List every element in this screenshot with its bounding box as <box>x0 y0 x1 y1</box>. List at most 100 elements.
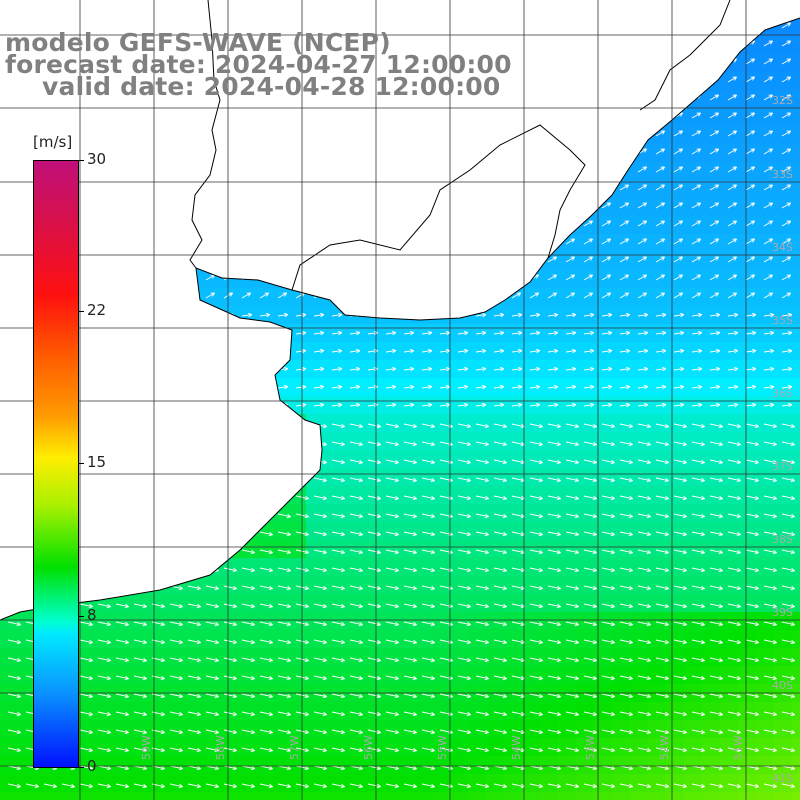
wind-arrow <box>223 675 237 681</box>
wind-arrow <box>529 675 543 681</box>
wind-arrow <box>745 112 756 119</box>
wind-speed-cell <box>360 342 379 361</box>
wind-arrow <box>709 256 720 263</box>
wind-speed-cell <box>612 648 631 667</box>
wind-arrow <box>97 603 111 609</box>
wind-speed-cell <box>234 756 253 775</box>
wind-speed-cell <box>144 774 163 793</box>
wind-speed-cell <box>666 630 685 649</box>
wind-arrow <box>331 384 343 390</box>
wind-speed-cell <box>792 54 800 73</box>
wind-speed-cell <box>648 540 667 559</box>
wind-arrow <box>601 477 615 483</box>
wind-speed-cell <box>756 558 775 577</box>
wind-arrow <box>349 423 363 429</box>
wind-arrow <box>727 711 741 717</box>
wind-arrow <box>691 312 703 318</box>
wind-arrow <box>277 747 291 753</box>
grid-labels: 32S33S34S35S36S37S38S39S40S41S60W59W58W5… <box>66 94 793 785</box>
wind-speed-cell <box>396 756 415 775</box>
wind-arrow <box>745 711 759 717</box>
wind-speed-cell <box>702 414 721 433</box>
wind-arrow <box>349 783 363 789</box>
wind-arrow <box>547 621 561 627</box>
wind-arrow <box>637 531 651 537</box>
wind-arrow <box>529 657 543 663</box>
wind-arrow <box>277 513 291 519</box>
wind-speed-cell <box>702 702 721 721</box>
wind-arrow <box>691 693 705 699</box>
wind-arrow <box>583 274 594 281</box>
wind-arrow <box>673 765 687 771</box>
wind-arrow <box>331 657 345 663</box>
wind-arrow <box>79 603 93 609</box>
wind-arrow <box>493 639 507 645</box>
wind-speed-cell <box>468 594 487 613</box>
wind-speed-cell <box>792 288 800 307</box>
wind-speed-cell <box>450 522 469 541</box>
wind-speed-cell <box>594 414 613 433</box>
wind-arrow <box>709 330 721 336</box>
wind-speed-cell <box>324 432 343 451</box>
wind-speed-cell <box>720 666 739 685</box>
wind-arrow <box>241 729 255 735</box>
wind-arrow <box>601 256 612 263</box>
wind-arrow <box>709 148 720 155</box>
wind-arrow <box>7 783 21 789</box>
wind-speed-cell <box>522 774 541 793</box>
wind-speed-cell <box>234 630 253 649</box>
wind-arrow <box>457 675 471 681</box>
wind-speed-cell <box>180 792 199 800</box>
wind-arrow <box>223 765 237 771</box>
wind-arrow <box>187 783 201 789</box>
wind-arrow <box>403 459 417 465</box>
wind-arrow <box>349 711 363 717</box>
wind-speed-cell <box>630 774 649 793</box>
wind-speed-cell <box>666 720 685 739</box>
wind-speed-cell <box>774 486 793 505</box>
wind-arrow <box>547 292 558 299</box>
wind-arrow <box>763 40 774 47</box>
wind-arrow <box>619 675 633 681</box>
wind-speed-cell <box>198 738 217 757</box>
wind-speed-cell <box>576 486 595 505</box>
wind-speed-cell <box>432 738 451 757</box>
wind-speed-cell <box>720 774 739 793</box>
wind-speed-cell <box>396 378 415 397</box>
wind-speed-cell <box>540 756 559 775</box>
wind-arrow <box>331 513 345 519</box>
wind-speed-cell <box>702 756 721 775</box>
wind-speed-cell <box>432 504 451 523</box>
wind-arrow <box>727 729 741 735</box>
wind-arrow <box>673 675 687 681</box>
wind-arrow <box>709 639 723 645</box>
wind-arrow <box>691 220 702 227</box>
forecast-date: forecast date: 2024-04-27 12:00:00 <box>5 50 512 79</box>
wind-arrow <box>133 657 147 663</box>
wind-speed-cell <box>270 666 289 685</box>
wind-arrow <box>637 711 651 717</box>
wind-arrow <box>529 477 543 483</box>
wind-arrow <box>601 783 615 789</box>
wind-speed-cell <box>576 450 595 469</box>
wind-arrow <box>691 441 705 447</box>
wind-speed-cell <box>18 774 37 793</box>
wind-arrow <box>781 585 795 591</box>
wind-speed-cell <box>378 504 397 523</box>
wind-arrow <box>259 693 273 699</box>
wind-arrow <box>637 348 649 354</box>
wind-arrow <box>745 477 759 483</box>
wind-speed-cell <box>324 486 343 505</box>
wind-speed-cell <box>126 756 145 775</box>
wind-speed-cell <box>612 612 631 631</box>
wind-speed-cell <box>684 414 703 433</box>
wind-arrow <box>565 567 579 573</box>
wind-arrow <box>241 585 255 591</box>
wind-arrow <box>169 639 183 645</box>
wind-speed-cell <box>558 774 577 793</box>
wind-speed-cell <box>702 306 721 325</box>
wind-arrow <box>403 477 417 483</box>
wind-arrow <box>637 166 648 173</box>
wind-arrow <box>259 585 273 591</box>
wind-arrow <box>529 531 543 537</box>
